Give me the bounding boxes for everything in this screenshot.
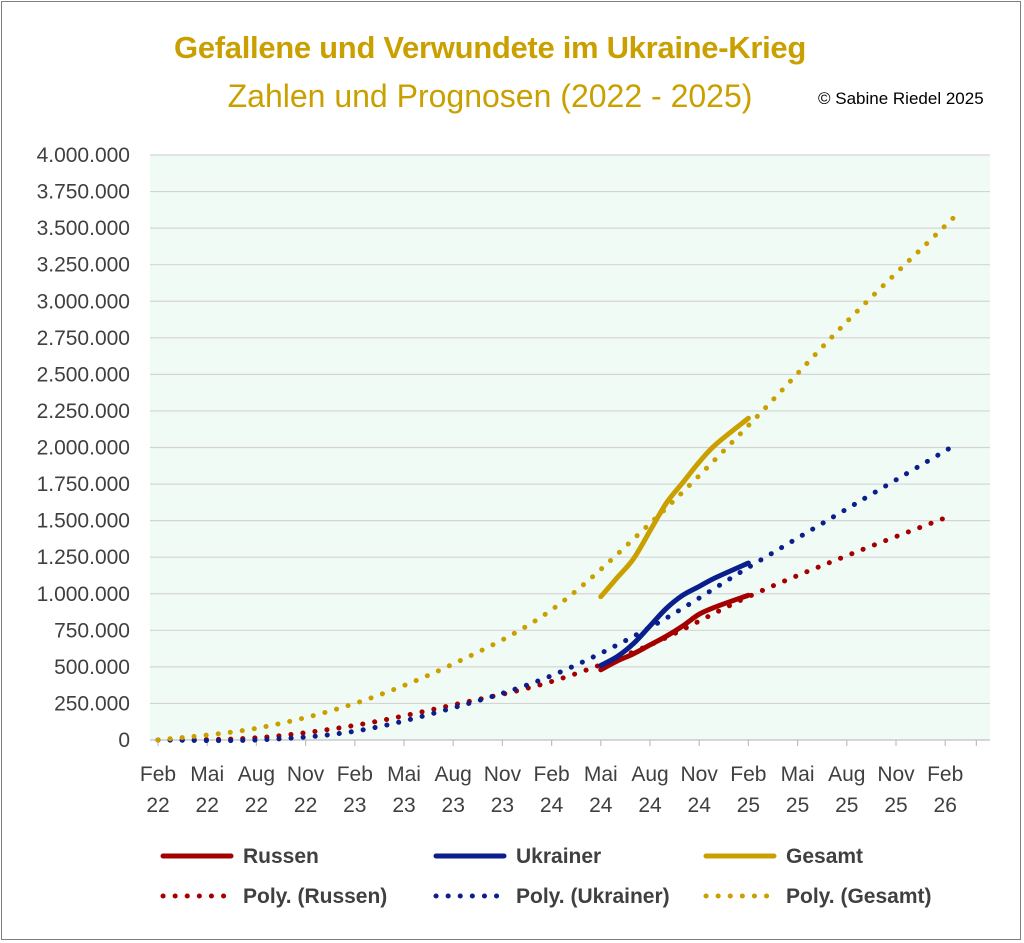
x-tick-year: 24	[540, 794, 564, 817]
x-tick-month: Mai	[584, 763, 618, 786]
y-tick-label: 2.500.000	[37, 363, 130, 386]
x-tick-year: 25	[884, 794, 907, 817]
y-tick-label: 3.750.000	[37, 181, 130, 204]
series-line-gesamt	[598, 415, 751, 600]
series-line-poly-russen	[155, 512, 956, 743]
legend-label-ukrainer: Ukrainer	[516, 845, 601, 868]
legend-label-poly-ukrainer: Poly. (Ukrainer)	[516, 885, 670, 908]
x-tick-year: 24	[589, 794, 613, 817]
x-tick-year: 24	[688, 794, 712, 817]
chart-title: Gefallene und Verwundete im Ukraine-Krie…	[174, 30, 806, 65]
series-group	[155, 215, 956, 744]
x-tick-month: Mai	[387, 763, 421, 786]
x-tick-month: Feb	[927, 763, 963, 786]
y-tick-label: 2.250.000	[37, 400, 130, 423]
x-tick-year: 26	[934, 794, 957, 817]
x-tick-month: Aug	[435, 763, 472, 786]
series-line-ukrainer	[598, 560, 751, 668]
legend-label-russen: Russen	[243, 845, 319, 868]
series-line-russen	[598, 592, 751, 673]
x-tick-month: Feb	[730, 763, 766, 786]
y-tick-label: 3.000.000	[37, 290, 130, 313]
y-tick-label: 750.000	[54, 619, 130, 642]
legend-label-poly-russen: Poly. (Russen)	[243, 885, 387, 908]
y-tick-label: 1.250.000	[37, 546, 130, 569]
y-tick-label: 1.750.000	[37, 473, 130, 496]
y-tick-label: 250.000	[54, 692, 130, 715]
x-tick-month: Feb	[140, 763, 176, 786]
x-tick-year: 23	[442, 794, 465, 817]
y-tick-label: 3.250.000	[37, 254, 130, 277]
gridlines	[150, 154, 990, 741]
x-tick-year: 23	[491, 794, 514, 817]
x-tick-year: 22	[245, 794, 268, 817]
x-tick-year: 25	[786, 794, 809, 817]
x-tick-year: 23	[343, 794, 366, 817]
series-line-poly-gesamt	[155, 215, 956, 743]
x-tick-month: Nov	[484, 763, 522, 786]
x-tick-month: Aug	[828, 763, 865, 786]
x-tick-year: 22	[294, 794, 317, 817]
x-tick-year: 25	[835, 794, 858, 817]
y-tick-label: 2.000.000	[37, 437, 130, 460]
y-tick-label: 0	[118, 729, 130, 752]
y-tick-label: 2.750.000	[37, 327, 130, 350]
x-tick-month: Aug	[238, 763, 275, 786]
x-tick-year: 25	[737, 794, 760, 817]
legend-label-poly-gesamt: Poly. (Gesamt)	[786, 885, 931, 908]
legend-label-gesamt: Gesamt	[786, 845, 863, 868]
x-tick-year: 22	[146, 794, 169, 817]
y-axis: 4.000.000 3.750.000 3.500.000 3.250.000 3.00…	[37, 144, 130, 752]
x-axis: Feb 22 Mai 22 Aug 22 Nov 22 Feb 23 Mai 23 Aug 23 Nov 23…	[140, 740, 978, 817]
chart-subtitle: Zahlen und Prognosen (2022 - 2025)	[227, 78, 753, 114]
x-tick-month: Mai	[190, 763, 224, 786]
y-tick-label: 500.000	[54, 656, 130, 679]
x-tick-month: Mai	[781, 763, 815, 786]
y-tick-label: 3.500.000	[37, 217, 130, 240]
x-tick-month: Feb	[534, 763, 570, 786]
y-tick-label: 1.500.000	[37, 510, 130, 533]
x-tick-year: 22	[196, 794, 219, 817]
x-tick-year: 24	[638, 794, 662, 817]
legend: Russen Ukrainer Gesamt Poly. (Russen) Poly. …	[160, 845, 931, 908]
x-tick-year: 23	[392, 794, 415, 817]
y-tick-label: 1.000.000	[37, 583, 130, 606]
x-tick-month: Nov	[681, 763, 719, 786]
y-tick-label: 4.000.000	[37, 144, 130, 167]
copyright-note: © Sabine Riedel 2025	[818, 89, 984, 108]
x-tick-month: Feb	[337, 763, 373, 786]
x-tick-month: Nov	[877, 763, 915, 786]
x-tick-month: Aug	[631, 763, 668, 786]
x-tick-month: Nov	[287, 763, 325, 786]
